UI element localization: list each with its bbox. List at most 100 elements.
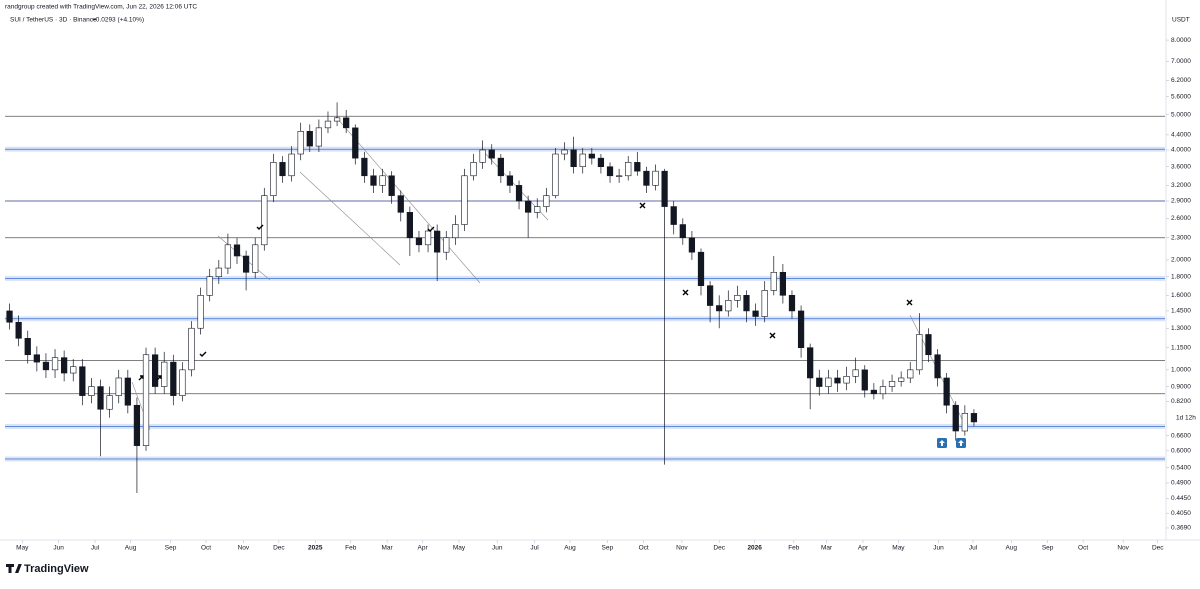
x-tick-label: Oct (201, 545, 211, 552)
candle-body (61, 357, 68, 374)
signal-arrow (958, 440, 964, 446)
candle-body (807, 347, 814, 379)
y-tick-label: 1.8000 (1171, 273, 1191, 280)
y-tick-label: 3.6000 (1171, 163, 1191, 170)
candle-body (816, 377, 823, 387)
candle-body (970, 413, 978, 423)
candle-body (488, 149, 495, 159)
x-tick-label: Aug (125, 545, 137, 552)
x-tick-label: May (892, 545, 905, 552)
y-tick-label: 3.2000 (1171, 182, 1191, 189)
y-tick-label: 2.0000 (1171, 257, 1191, 264)
check-mark (256, 224, 264, 230)
candle-body (898, 377, 905, 382)
brand-logo (6, 564, 22, 573)
candle-body (106, 395, 113, 410)
candle-body (843, 376, 850, 384)
candle-body (907, 369, 914, 379)
candle-body (51, 357, 59, 371)
y-tick-label: 0.5400 (1171, 464, 1191, 471)
candle-body (197, 295, 204, 329)
x-mark (906, 299, 913, 306)
candle-body (525, 200, 532, 213)
candle-body (15, 321, 22, 339)
annotations (138, 202, 913, 381)
candle-body (343, 117, 350, 129)
candle-body (670, 206, 677, 225)
x-tick-label: Sep (602, 545, 614, 552)
check-mark (427, 226, 435, 232)
candle-body (515, 185, 523, 202)
candle-body (452, 224, 459, 239)
candle-body (188, 327, 195, 371)
y-tick-label: 4.0000 (1171, 147, 1191, 154)
x-tick-label: Jul (530, 545, 539, 552)
y-tick-label: 5.0000 (1171, 111, 1191, 118)
candle-body (797, 310, 805, 348)
x-tick-label: Jul (91, 545, 100, 552)
arrow-mark (156, 375, 162, 381)
candle-body (625, 162, 632, 177)
y-tick-label: 2.3000 (1171, 234, 1191, 241)
x-tick-label: Nov (1117, 545, 1129, 552)
y-tick-label: 6.2000 (1171, 77, 1191, 84)
x-tick-label: Dec (273, 545, 285, 552)
candle-body (79, 366, 86, 396)
change-label: +0.0293 (+4.10%) (92, 17, 144, 24)
candle-body (179, 369, 186, 396)
candle-body (415, 237, 423, 246)
attribution: randgroup created with TradingView.com, … (5, 4, 197, 11)
candle-body (242, 255, 250, 273)
candle-body (697, 251, 705, 287)
y-tick-label: 4.4000 (1171, 132, 1191, 139)
candle-body (543, 195, 550, 207)
candle-body (734, 295, 741, 301)
x-tick-label: Sep (165, 545, 177, 552)
candle-body (916, 334, 923, 371)
candle-body (206, 276, 213, 296)
candle-body (852, 369, 859, 377)
candle-body (33, 354, 40, 363)
candle-body (552, 153, 559, 196)
candle-body (752, 310, 759, 317)
x-tick-label: Apr (858, 545, 869, 552)
levels (5, 115, 1165, 462)
x-tick-label: May (453, 545, 466, 552)
candle-body (534, 206, 541, 213)
candle-body (643, 170, 650, 186)
x-tick-label: Feb (345, 545, 357, 552)
candle-body (597, 157, 605, 168)
candle-body (388, 175, 395, 196)
x-tick-label: Aug (564, 545, 576, 552)
candle-body (888, 381, 896, 387)
y-tick-label: 0.3690 (1171, 525, 1191, 532)
brand-name: TradingView (24, 563, 89, 575)
candle-body (834, 377, 841, 384)
candle-body (252, 244, 259, 273)
candle-body (142, 354, 150, 446)
candle-body (261, 195, 268, 246)
y-tick-label: 5.6000 (1171, 93, 1191, 100)
candle-body (779, 271, 787, 296)
candle-body (279, 162, 286, 177)
candle-body (725, 300, 732, 312)
price-axis: 8.0000 7.0000 6.2000 5.6000 5.0000 4.4000 4.00… (1166, 37, 1191, 532)
signal-arrow (939, 440, 945, 446)
x-tick-label: Apr (418, 545, 429, 552)
candle-body (42, 361, 50, 371)
symbol-title: SUI / TetherUS · 3D · Binance (10, 17, 97, 24)
candle-body (470, 162, 477, 177)
y-tick-label: 1.3000 (1171, 325, 1191, 332)
x-tick-label: Mar (821, 545, 833, 552)
candle-body (115, 377, 122, 396)
x-tick-label: Dec (713, 545, 725, 552)
candle-body (306, 131, 313, 147)
x-tick-label: Jun (53, 545, 64, 552)
x-tick-label: Aug (1005, 545, 1017, 552)
candle-body (606, 166, 614, 177)
candle-body (233, 244, 241, 257)
time-axis: May Jun Jul Aug Sep Oct Nov Dec 2025 Feb Mar Apr May… (16, 540, 1164, 552)
y-tick-label: 2.6000 (1171, 215, 1191, 222)
